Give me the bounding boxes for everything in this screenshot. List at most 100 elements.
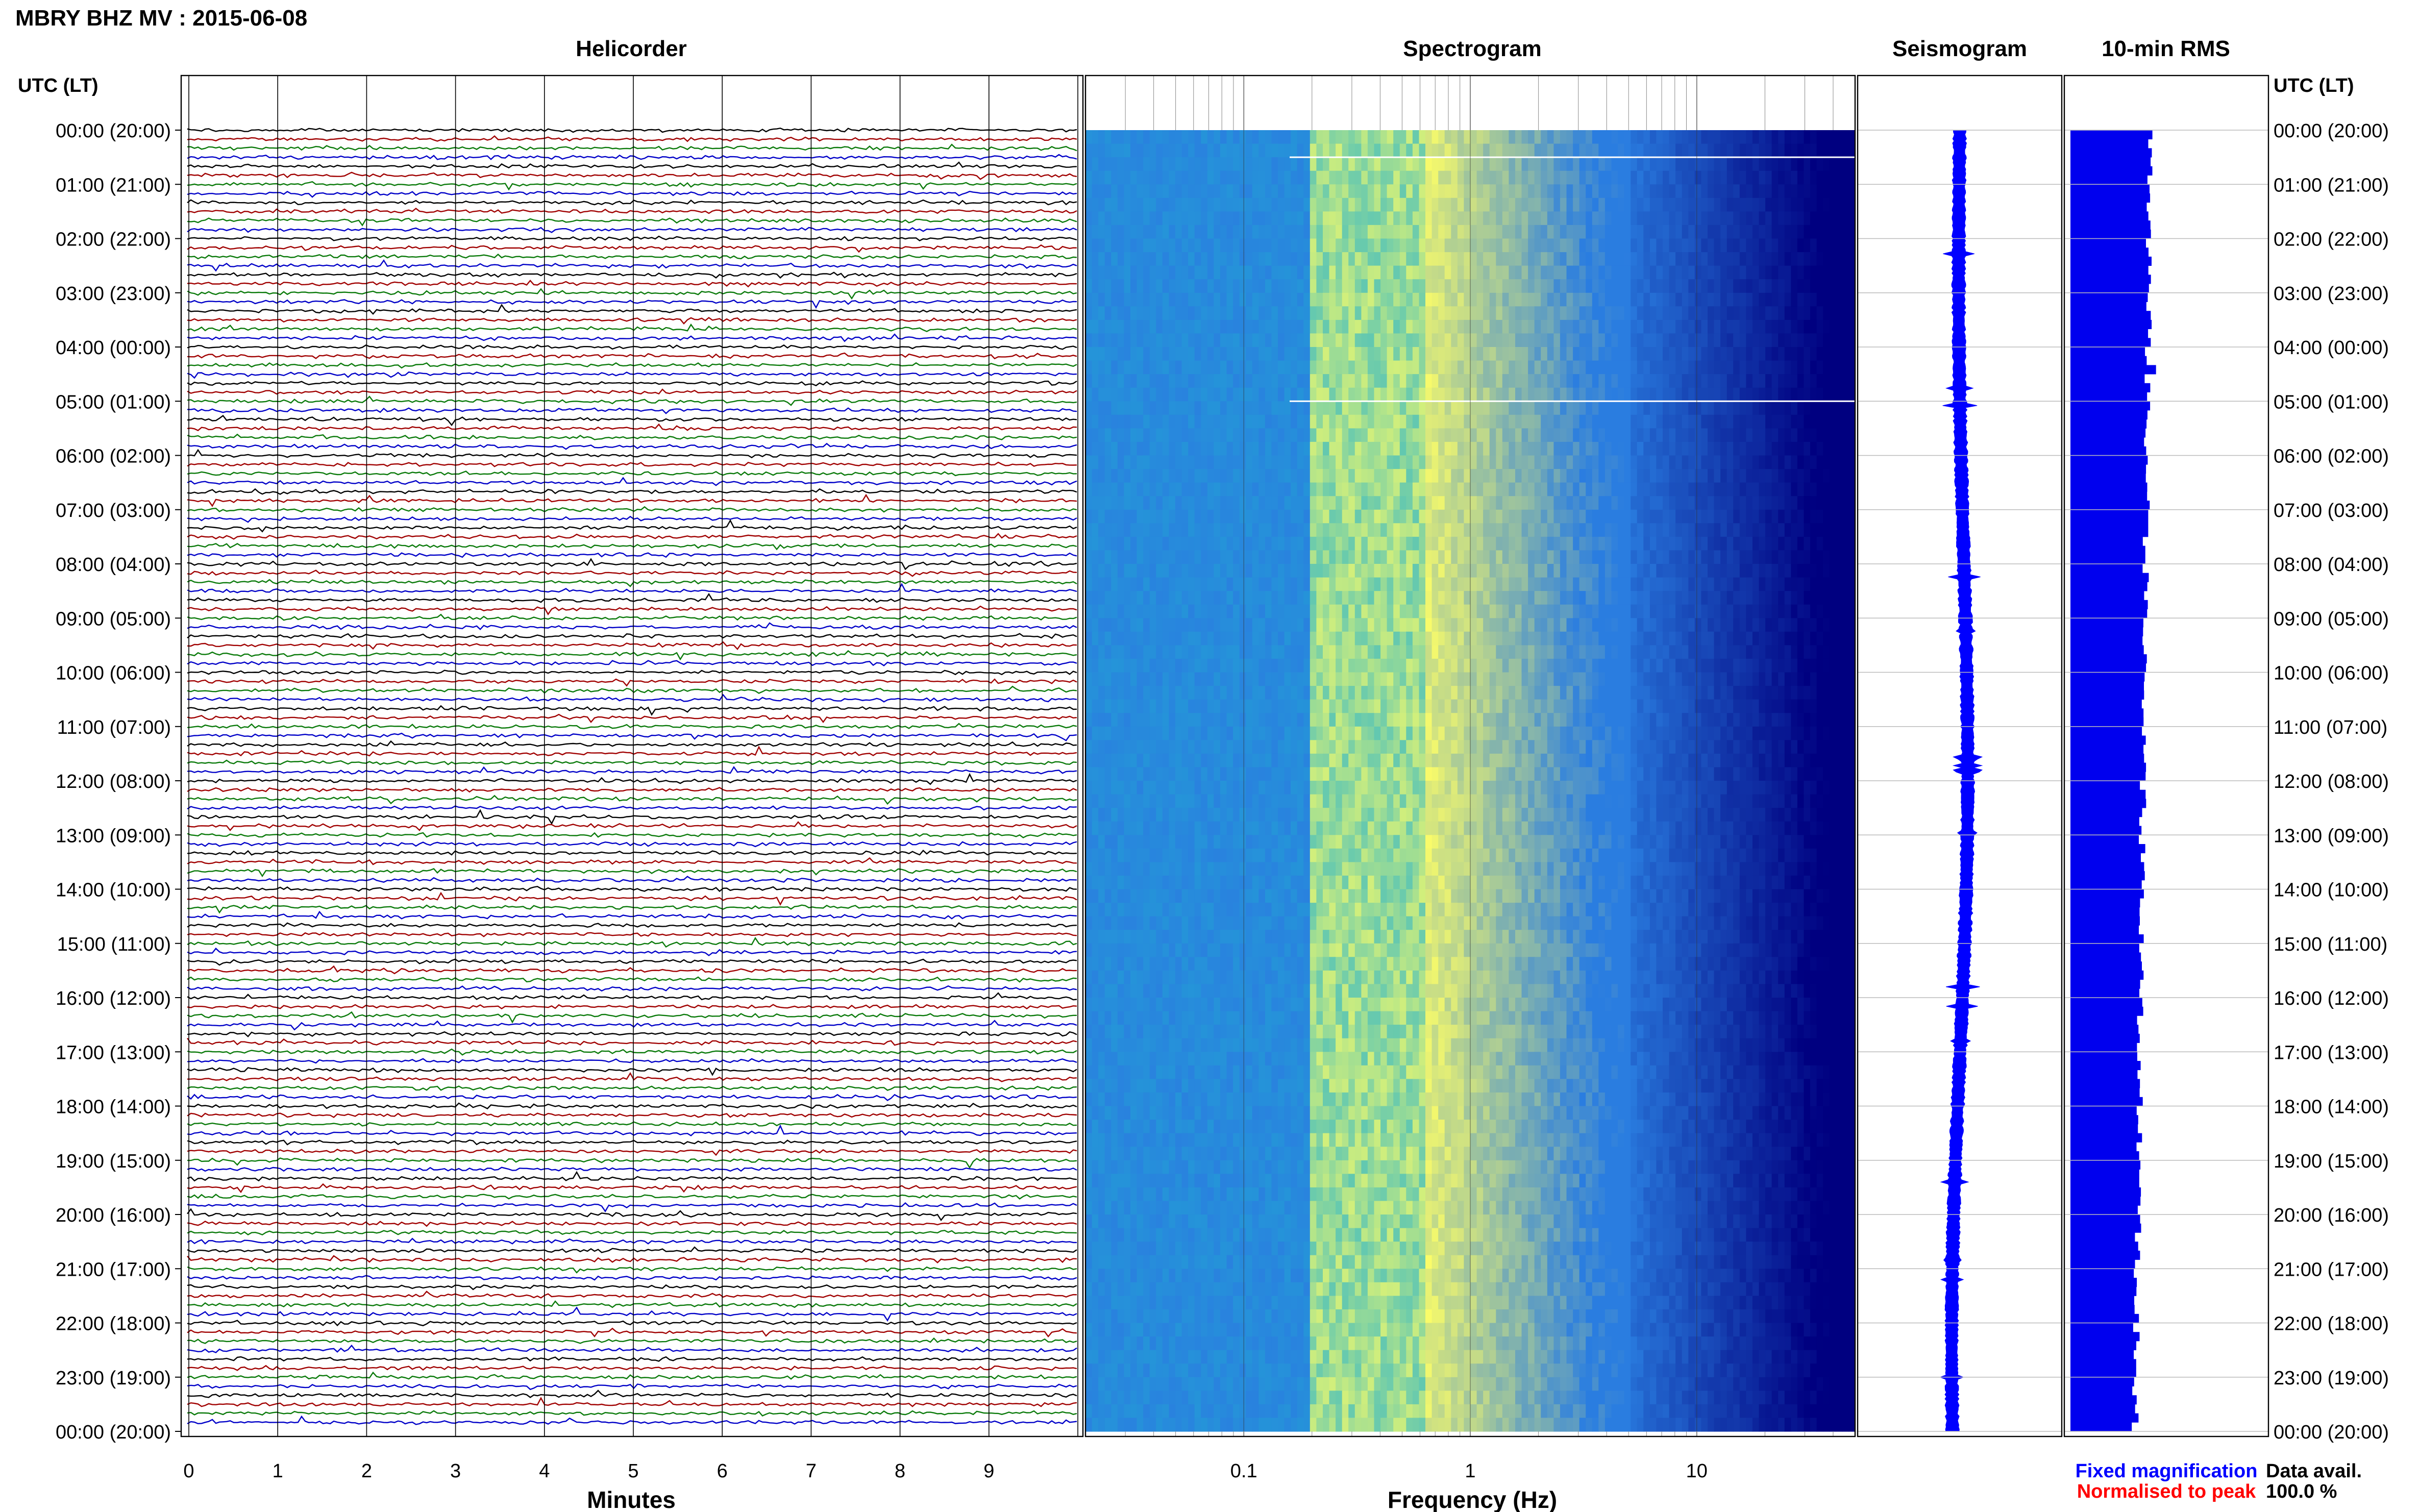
spectrogram-cell: [1169, 672, 1176, 686]
spectrogram-cell: [1137, 428, 1144, 442]
spectrogram-cell: [1816, 414, 1823, 429]
spectrogram-cell: [1431, 441, 1439, 456]
spectrogram-cell: [1226, 333, 1233, 348]
spectrogram-cell: [1669, 428, 1676, 442]
spectrogram-cell: [1848, 143, 1856, 158]
spectrogram-cell: [1592, 279, 1599, 293]
spectrogram-cell: [1412, 658, 1420, 673]
spectrogram-cell: [1258, 130, 1266, 144]
spectrogram-cell: [1220, 469, 1227, 483]
spectrogram-cell: [1226, 509, 1233, 524]
spectrogram-cell: [1682, 645, 1689, 659]
spectrogram-cell: [1336, 292, 1343, 307]
spectrogram-cell: [1162, 604, 1169, 618]
spectrogram-cell: [1220, 428, 1227, 442]
spectrogram-cell: [1810, 618, 1817, 632]
spectrogram-cell: [1374, 564, 1381, 578]
spectrogram-cell: [1598, 265, 1606, 280]
spectrogram-cell: [1765, 333, 1772, 348]
spectrogram-cell: [1759, 252, 1766, 266]
spectrogram-cell: [1528, 482, 1535, 497]
spectrogram-cell: [1663, 658, 1670, 673]
spectrogram-cell: [1137, 184, 1144, 199]
spectrogram-cell: [1733, 360, 1740, 375]
helicorder-trace-row: [187, 506, 1077, 513]
spectrogram-cell: [1649, 387, 1657, 402]
spectrogram-cell: [1476, 455, 1484, 469]
spectrogram-cell: [1124, 509, 1131, 524]
spectrogram-cell: [1829, 238, 1836, 253]
spectrogram-cell: [1637, 658, 1644, 673]
spectrogram-cell: [1649, 441, 1657, 456]
helicorder-trace-row: [187, 1202, 1077, 1212]
spectrogram-cell: [1848, 577, 1856, 591]
spectrogram-cell: [1181, 631, 1189, 646]
spectrogram-cell: [1214, 631, 1221, 646]
spectrogram-cell: [1124, 143, 1131, 158]
spectrogram-cell: [1175, 577, 1182, 591]
spectrogram-cell: [1431, 509, 1439, 524]
spectrogram-cell: [1752, 347, 1760, 361]
spectrogram-cell: [1387, 238, 1394, 253]
spectrogram-cell: [1611, 347, 1618, 361]
spectrogram-cell: [1566, 292, 1573, 307]
spectrogram-cell: [1714, 143, 1721, 158]
spectrogram-cell: [1258, 536, 1266, 551]
spectrogram-cell: [1098, 618, 1105, 632]
helicorder-trace-row: [187, 947, 1077, 956]
spectrogram-cell: [1624, 197, 1631, 212]
spectrogram-cell: [1553, 441, 1561, 456]
spectrogram-cell: [1201, 252, 1208, 266]
spectrogram-cell: [1303, 414, 1311, 429]
spectrogram-cell: [1476, 360, 1484, 375]
spectrogram-cell: [1726, 265, 1734, 280]
spectrogram-cell: [1752, 414, 1760, 429]
spectrogram-cell: [1188, 428, 1195, 442]
spectrogram-cell: [1720, 509, 1727, 524]
spectrogram-cell: [1714, 401, 1721, 415]
spectrogram-cell: [1278, 279, 1285, 293]
spectrogram-cell: [1419, 252, 1426, 266]
spectrogram-cell: [1162, 577, 1169, 591]
spectrogram-cell: [1464, 496, 1471, 510]
spectrogram-cell: [1162, 333, 1169, 348]
spectrogram-cell: [1361, 591, 1368, 605]
spectrogram-cell: [1412, 523, 1420, 537]
spectrogram-cell: [1566, 197, 1573, 212]
spectrogram-cell: [1816, 292, 1823, 307]
spectrogram-cell: [1502, 645, 1509, 659]
spectrogram-cell: [1797, 143, 1805, 158]
spectrogram-cell: [1239, 170, 1246, 185]
spectrogram-cell: [1669, 387, 1676, 402]
spectrogram-cell: [1829, 441, 1836, 456]
spectrogram-cell: [1637, 631, 1644, 646]
spectrogram-cell: [1553, 509, 1561, 524]
spectrogram-cell: [1688, 496, 1695, 510]
spectrogram-cell: [1188, 143, 1195, 158]
spectrogram-cell: [1688, 252, 1695, 266]
spectrogram-cell: [1246, 469, 1253, 483]
spectrogram-cell: [1528, 252, 1535, 266]
spectrogram-cell: [1688, 333, 1695, 348]
spectrogram-cell: [1791, 157, 1798, 171]
spectrogram-cell: [1137, 333, 1144, 348]
spectrogram-cell: [1201, 292, 1208, 307]
spectrogram-cell: [1714, 225, 1721, 239]
spectrogram-cell: [1278, 536, 1285, 551]
spectrogram-cell: [1765, 618, 1772, 632]
spectrogram-cell: [1496, 306, 1503, 320]
spectrogram-cell: [1092, 170, 1099, 185]
spectrogram-cell: [1836, 536, 1843, 551]
spectrogram-cell: [1188, 374, 1195, 388]
spectrogram-cell: [1810, 157, 1817, 171]
spectrogram-cell: [1329, 618, 1336, 632]
spectrogram-cell: [1464, 157, 1471, 171]
spectrogram-cell: [1470, 618, 1477, 632]
spectrogram-cell: [1509, 143, 1516, 158]
spectrogram-cell: [1399, 360, 1406, 375]
spectrogram-cell: [1149, 360, 1156, 375]
spectrogram-cell: [1688, 306, 1695, 320]
spectrogram-cell: [1252, 319, 1259, 334]
spectrogram-cell: [1354, 414, 1362, 429]
spectrogram-cell: [1188, 672, 1195, 686]
